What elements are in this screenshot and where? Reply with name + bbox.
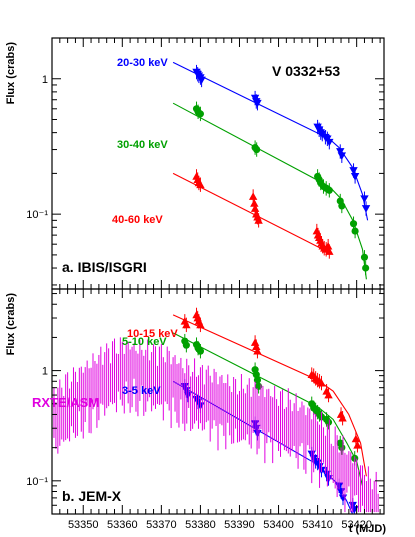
series-label-40-60-kev: 40-60 keV xyxy=(112,214,163,226)
x-tick-label: 53400 xyxy=(263,519,294,531)
plot-frame xyxy=(51,288,385,515)
fit-line-5-10-kev xyxy=(172,332,364,487)
y-tick-label: 10⁻¹ xyxy=(26,209,48,221)
panel-label: b. JEM-X xyxy=(62,488,122,504)
fit-line-30-40-kev xyxy=(172,102,367,280)
y-tick-label: 1 xyxy=(42,366,48,378)
panel-a-ibis-isgri: 10⁻¹ 1 Flux (crabs) 20-30 keV 30-40 keV 40-60… xyxy=(5,37,385,290)
y-tick-label: 10⁻¹ xyxy=(26,476,48,488)
x-tick-label: 53380 xyxy=(185,519,216,531)
series-label-rxte-asm: RXTE/ASM xyxy=(32,395,99,410)
panel-b-jem-x: 10⁻¹ 1 53350 53360 53370 53380 53390 53400 53410… xyxy=(5,288,387,535)
series-label-3-5-kev: 3-5 keV xyxy=(122,385,161,397)
x-tick-label: 53420 xyxy=(341,519,372,531)
series-label-30-40-kev: 30-40 keV xyxy=(117,139,168,151)
series-label-5-10-kev: 5-10 keV xyxy=(122,336,167,348)
y-axis-label: Flux (crabs) xyxy=(5,293,17,356)
x-tick-label: 53360 xyxy=(107,519,138,531)
series-label-10-15-kev: 10-15 keV xyxy=(127,328,178,340)
x-tick-label: 53410 xyxy=(302,519,333,531)
x-axis-label: t (MJD) xyxy=(349,523,387,535)
y-tick-label: 1 xyxy=(42,74,48,86)
source-name: V 0332+53 xyxy=(272,63,340,79)
x-tick-label: 53370 xyxy=(146,519,177,531)
series-label-20-30-kev: 20-30 keV xyxy=(117,57,168,69)
panel-label: a. IBIS/ISGRI xyxy=(62,259,147,275)
x-tick-label: 53350 xyxy=(68,519,99,531)
x-tick-label: 53390 xyxy=(224,519,255,531)
y-axis-label: Flux (crabs) xyxy=(5,42,17,105)
